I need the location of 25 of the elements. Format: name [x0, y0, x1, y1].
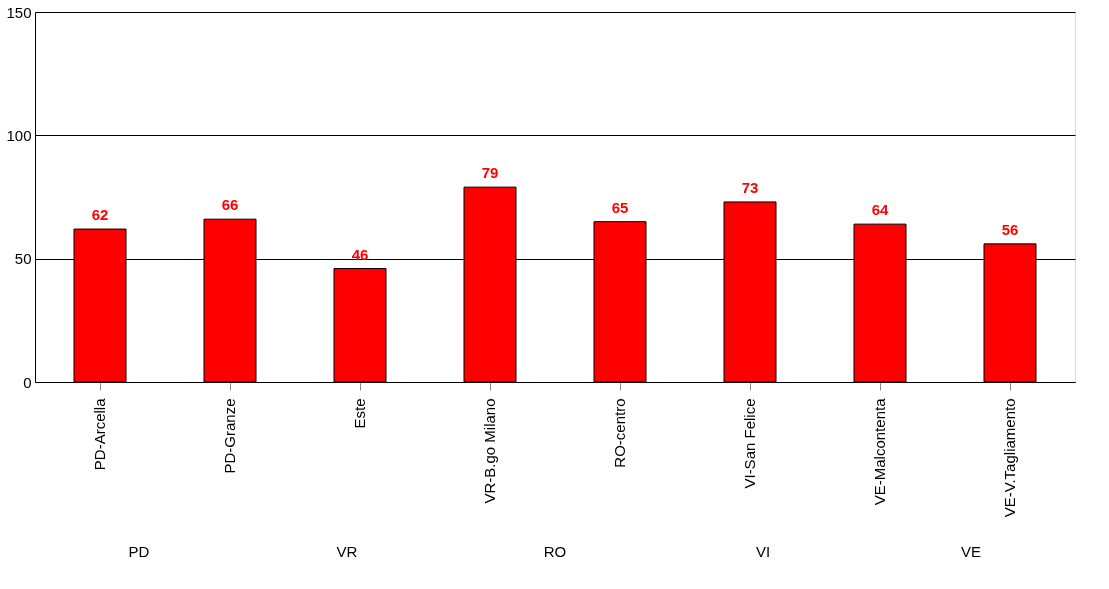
- x-tick-label: VI-San Felice: [741, 398, 758, 489]
- x-tick-label: VE-Malcontenta: [871, 397, 888, 506]
- text: VI: [755, 543, 771, 560]
- x-tick-label: Este: [351, 398, 368, 429]
- data-label: 62: [91, 206, 109, 224]
- y-tick-label: 50: [14, 250, 32, 268]
- data-label: 79: [481, 164, 499, 182]
- x-tick-label: VR-B.go Milano: [481, 398, 498, 504]
- text: RO: [543, 543, 567, 560]
- x-tick-label: VE-V.Tagliamento: [1001, 398, 1018, 518]
- x-tick-label: RO-centro: [611, 398, 628, 468]
- y-tick-label: 0: [23, 373, 32, 391]
- text: VR: [336, 543, 358, 560]
- text: PD: [128, 543, 150, 560]
- data-label: 66: [221, 196, 239, 214]
- y-tick-label: 150: [6, 3, 32, 21]
- data-label: 46: [351, 245, 369, 263]
- text: VE: [960, 543, 982, 560]
- data-label: 73: [741, 178, 759, 196]
- y-tick-label: 100: [6, 126, 32, 144]
- data-label: 56: [1001, 220, 1019, 238]
- x-tick-label: PD-Granze: [221, 398, 238, 474]
- data-label: 65: [611, 198, 629, 216]
- data-label: 64: [871, 201, 889, 219]
- x-tick-label: PD-Arcella: [91, 397, 108, 471]
